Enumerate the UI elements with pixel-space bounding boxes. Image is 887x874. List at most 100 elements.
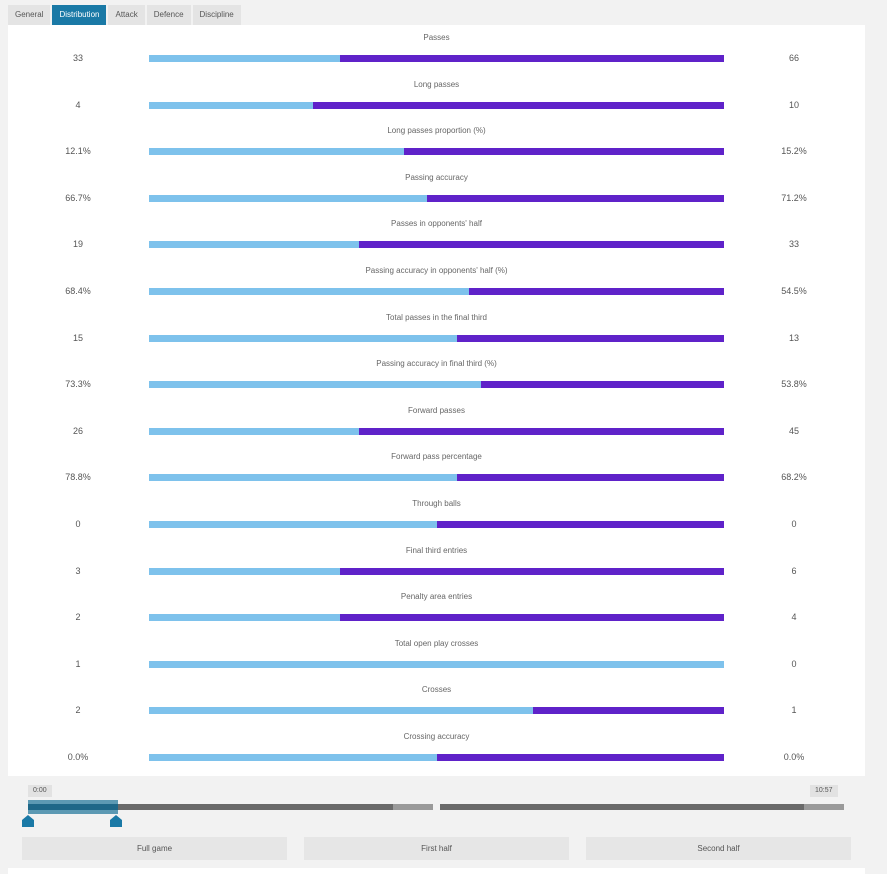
match-timeline: 0:00 10:57 Full game First half Second h… — [8, 776, 865, 874]
stat-label: Forward passes — [408, 405, 465, 415]
home-bar-fill — [149, 707, 533, 715]
bottom-strip — [8, 868, 865, 874]
comparison-bar — [149, 660, 724, 668]
away-value: 13 — [788, 332, 799, 343]
home-value: 12.1% — [65, 146, 91, 157]
home-value: 2 — [75, 705, 81, 716]
away-value: 15.2% — [781, 146, 807, 157]
tab-discipline[interactable]: Discipline — [192, 5, 241, 25]
away-value: 71.2% — [781, 192, 807, 203]
home-value: 3 — [75, 565, 81, 576]
away-value: 10 — [788, 99, 799, 110]
comparison-bar — [149, 474, 724, 482]
comparison-bar — [149, 334, 724, 342]
home-bar-fill — [149, 241, 359, 249]
home-value: 66.7% — [65, 192, 91, 203]
tab-general[interactable]: General — [8, 5, 51, 25]
stat-row: Through balls 0 0 — [8, 491, 865, 538]
full-game-button[interactable]: Full game — [22, 837, 287, 860]
home-bar-fill — [149, 101, 314, 109]
stat-label: Passing accuracy in final third (%) — [376, 359, 497, 369]
timeline-start-time: 0:00 — [28, 785, 52, 797]
range-end-handle[interactable] — [110, 815, 122, 827]
home-bar-fill — [149, 334, 458, 342]
comparison-bar — [149, 241, 724, 249]
range-start-handle[interactable] — [22, 815, 34, 827]
handle-pointer-icon — [22, 815, 34, 827]
stat-row: Passing accuracy 66.7% 71.2% — [8, 165, 865, 212]
comparison-bar — [149, 427, 724, 435]
away-value: 68.2% — [781, 472, 807, 483]
stat-row: Long passes 4 10 — [8, 72, 865, 119]
stat-label: Passes in opponents' half — [391, 219, 482, 229]
home-bar-fill — [149, 614, 341, 622]
second-half-track[interactable] — [440, 804, 804, 810]
home-value: 15 — [72, 332, 83, 343]
tab-defence[interactable]: Defence — [146, 5, 191, 25]
first-half-stoppage-track[interactable] — [393, 804, 433, 810]
tab-bar: General Distribution Attack Defence Discipli… — [8, 5, 243, 25]
stat-row: Passes 33 66 — [8, 25, 865, 72]
stat-row: Forward pass percentage 78.8% 68.2% — [8, 444, 865, 491]
home-value: 4 — [75, 99, 81, 110]
first-half-track[interactable] — [28, 804, 393, 810]
second-half-stoppage-track[interactable] — [804, 804, 844, 810]
away-value: 1 — [791, 705, 797, 716]
stat-row: Final third entries 3 6 — [8, 538, 865, 585]
home-value: 68.4% — [65, 286, 91, 296]
comparison-bar — [149, 194, 724, 202]
stat-label: Passing accuracy — [405, 172, 468, 182]
stat-label: Through balls — [412, 499, 461, 508]
stat-row: Passing accuracy in final third (%) 73.3%… — [8, 351, 865, 398]
away-value: 45 — [788, 425, 799, 436]
stat-row: Passing accuracy in opponents' half (%) 6… — [8, 258, 865, 305]
comparison-bar — [149, 101, 724, 109]
home-bar-fill — [149, 754, 437, 761]
stat-label: Final third entries — [405, 545, 468, 555]
stat-label: Passes — [423, 33, 450, 42]
stat-label: Passing accuracy in opponents' half (%) — [365, 266, 508, 275]
stat-label: Long passes proportion (%) — [387, 126, 486, 136]
stat-row: Forward passes 26 45 — [8, 398, 865, 445]
home-bar-fill — [149, 427, 360, 435]
tab-attack[interactable]: Attack — [108, 5, 145, 25]
home-value: 19 — [72, 239, 83, 250]
home-bar-fill — [149, 567, 341, 575]
distribution-stats-panel: Passes 33 66 Long passes 4 10 Long passes prop… — [8, 25, 865, 776]
stat-label: Crosses — [421, 685, 452, 695]
comparison-bar — [149, 55, 724, 62]
away-value: 33 — [788, 239, 799, 250]
stat-row: Long passes proportion (%) 12.1% 15.2% — [8, 118, 865, 165]
stat-label: Total passes in the final third — [386, 312, 487, 322]
second-half-button[interactable]: Second half — [586, 837, 851, 860]
comparison-bar — [149, 754, 724, 761]
tab-distribution[interactable]: Distribution — [52, 5, 107, 25]
home-value: 78.8% — [65, 472, 91, 483]
away-value: 66 — [788, 53, 799, 63]
first-half-button[interactable]: First half — [304, 837, 569, 860]
stat-row: Crossing accuracy 0.0% 0.0% — [8, 724, 865, 771]
home-value: 2 — [75, 612, 81, 623]
stat-label: Penalty area entries — [400, 592, 473, 602]
home-value: 0 — [75, 519, 81, 529]
comparison-bar — [149, 707, 724, 715]
stat-row: Total passes in the final third 15 13 — [8, 305, 865, 352]
home-value: 33 — [72, 53, 83, 63]
stat-label: Forward pass percentage — [391, 452, 482, 462]
stat-label: Crossing accuracy — [403, 732, 470, 741]
comparison-bar — [149, 148, 724, 156]
home-value: 0.0% — [67, 752, 89, 762]
away-value: 0 — [791, 658, 797, 669]
home-bar-fill — [149, 474, 458, 482]
stat-label: Long passes — [413, 79, 460, 89]
home-bar-fill — [149, 288, 470, 295]
stat-row: Penalty area entries 2 4 — [8, 584, 865, 631]
away-value: 0.0% — [783, 752, 805, 762]
home-bar-fill — [149, 521, 437, 528]
stat-row: Crosses 2 1 — [8, 677, 865, 724]
away-value: 0 — [791, 519, 797, 529]
handle-pointer-icon — [110, 815, 122, 827]
stat-row: Passes in opponents' half 19 33 — [8, 211, 865, 258]
comparison-bar — [149, 381, 724, 389]
home-bar-fill — [149, 55, 341, 62]
